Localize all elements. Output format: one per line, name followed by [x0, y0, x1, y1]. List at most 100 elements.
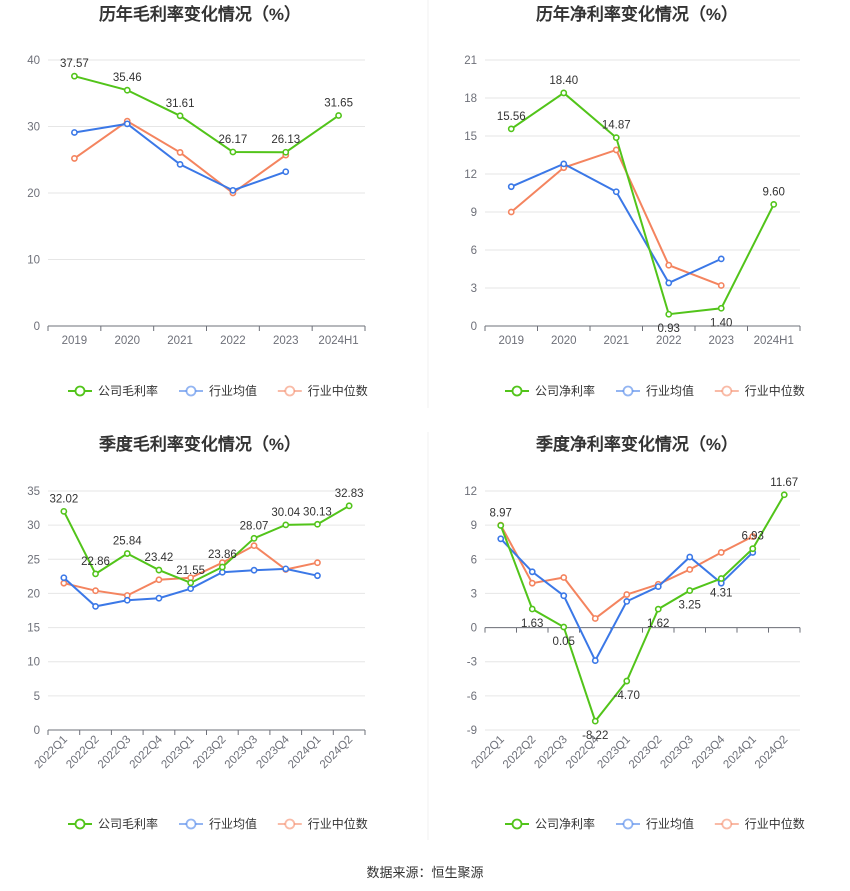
data-label: 8.97 [490, 507, 512, 519]
data-point-avg [72, 130, 77, 135]
x-tick-label: 2024Q1 [286, 734, 323, 771]
x-tick-label: 2022Q3 [532, 734, 569, 771]
data-point-company [220, 564, 225, 569]
x-tick-label: 2022Q2 [64, 734, 101, 771]
data-label: 23.42 [145, 552, 174, 564]
data-point-avg [719, 256, 724, 261]
x-tick-label: 2024Q2 [318, 734, 355, 771]
data-point-median [687, 567, 692, 572]
data-label: 26.13 [271, 134, 300, 146]
data-point-avg [614, 189, 619, 194]
y-tick-label: 0 [34, 725, 40, 737]
legend-item-median: 行业中位数 [715, 816, 805, 831]
legend-item-avg: 行业均值 [179, 383, 257, 398]
data-label: 25.84 [113, 536, 142, 548]
legend-marker [722, 387, 731, 396]
data-point-avg [283, 169, 288, 174]
legend-marker [513, 820, 522, 829]
data-label: 37.57 [60, 58, 89, 70]
data-point-median [93, 588, 98, 593]
series-company: 8.97 1.63 0.05 -8.22 -4.70 1.62 3.25 4.31 6.93 11… [490, 477, 799, 742]
data-point-company [656, 607, 661, 612]
y-tick-label: 0 [471, 623, 477, 635]
data-point-avg [230, 188, 235, 193]
data-point-company [230, 149, 235, 154]
data-label: -4.70 [614, 690, 640, 702]
data-point-avg [93, 604, 98, 609]
data-point-company [666, 312, 671, 317]
data-point-median [72, 156, 77, 161]
data-point-median [251, 543, 256, 548]
data-point-company [750, 546, 755, 551]
x-tick-label: 2023Q2 [627, 734, 664, 771]
data-point-median [61, 581, 66, 586]
data-point-avg [666, 280, 671, 285]
chart-title: 历年毛利率变化情况（%） [99, 4, 301, 24]
x-tick-label: 2020 [114, 335, 140, 347]
legend-marker [722, 820, 731, 829]
data-label: 15.56 [497, 111, 526, 123]
data-label: 9.60 [763, 186, 785, 198]
legend-marker [76, 387, 85, 396]
x-tick-label: 2024Q1 [721, 734, 758, 771]
data-point-median [156, 577, 161, 582]
y-tick-label: 9 [471, 207, 477, 219]
x-tick-label: 2022Q1 [33, 734, 70, 771]
legend: 公司净利率 行业均值 行业中位数 [505, 816, 805, 831]
data-point-company [561, 624, 566, 629]
legend-label: 行业均值 [646, 816, 694, 831]
data-point-avg [125, 121, 130, 126]
data-point-median [530, 581, 535, 586]
data-label: 1.62 [647, 618, 669, 630]
legend-marker [624, 820, 633, 829]
x-tick-label: 2024Q2 [753, 734, 790, 771]
x-tick-label: 2021 [603, 335, 629, 347]
legend-item-avg: 行业均值 [616, 816, 694, 831]
data-point-avg [283, 566, 288, 571]
data-point-company [156, 567, 161, 572]
data-point-median [509, 209, 514, 214]
x-tick-label: 2023 [273, 335, 299, 347]
data-point-company [93, 571, 98, 576]
data-source-note: 数据来源：恒生聚源 [0, 862, 850, 881]
legend-label: 公司净利率 [535, 816, 595, 831]
legend-marker [76, 820, 85, 829]
data-point-median [593, 616, 598, 621]
data-point-avg [188, 586, 193, 591]
data-point-avg [624, 599, 629, 604]
legend-marker [513, 387, 522, 396]
data-point-company [188, 580, 193, 585]
y-tick-label: 15 [27, 623, 40, 635]
data-label: 6.93 [742, 531, 764, 543]
legend-label: 公司毛利率 [98, 816, 158, 831]
legend: 公司净利率 行业均值 行业中位数 [505, 383, 805, 398]
data-point-company [782, 492, 787, 497]
data-point-company [530, 606, 535, 611]
y-tick-label: 30 [27, 520, 40, 532]
data-label: 3.25 [679, 600, 701, 612]
legend-item-median: 行业中位数 [278, 816, 368, 831]
data-point-median [561, 575, 566, 580]
legend-label: 行业均值 [646, 383, 694, 398]
legend-item-company: 公司净利率 [505, 383, 595, 398]
data-label: 4.31 [710, 588, 732, 600]
x-tick-label: 2019 [62, 335, 88, 347]
data-point-company [614, 135, 619, 140]
x-tick-label: 2020 [551, 335, 577, 347]
legend-item-avg: 行业均值 [179, 816, 257, 831]
x-tick-label: 2022 [656, 335, 682, 347]
y-tick-label: 3 [471, 283, 477, 295]
data-point-company [177, 113, 182, 118]
series-line-company [501, 495, 785, 721]
x-tick-label: 2023Q2 [191, 734, 228, 771]
data-point-company [61, 509, 66, 514]
legend-label: 行业中位数 [308, 383, 368, 398]
data-point-avg [530, 569, 535, 574]
data-point-avg [687, 554, 692, 559]
y-tick-label: 35 [27, 486, 40, 498]
series-median [509, 147, 724, 288]
data-label: 1.40 [710, 317, 732, 329]
series-line-median [511, 150, 721, 286]
series-line-avg [511, 164, 721, 283]
y-tick-label: -6 [467, 691, 477, 703]
